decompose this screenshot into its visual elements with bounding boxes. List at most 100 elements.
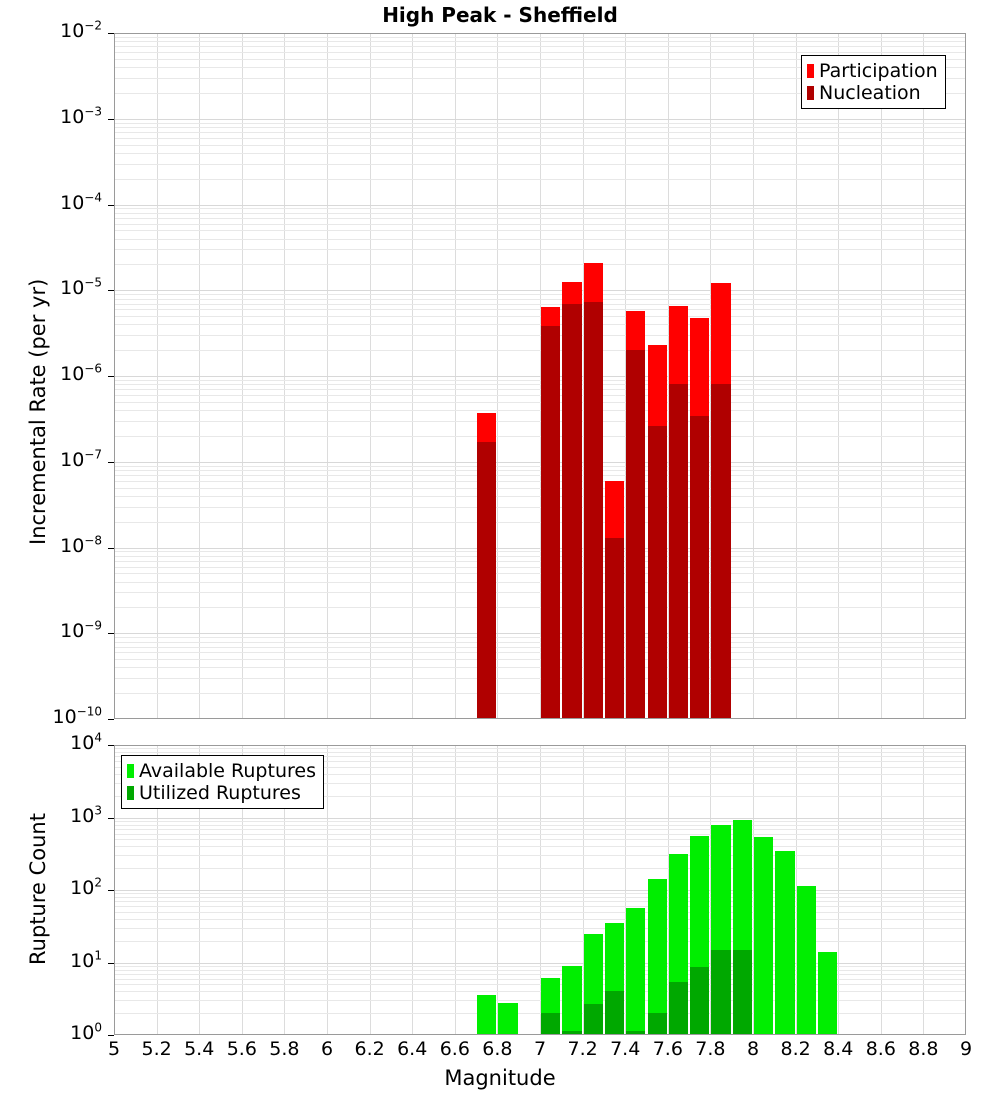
gridline-horizontal bbox=[115, 309, 965, 310]
gridline-horizontal bbox=[115, 213, 965, 214]
y-tick-label: 10−5 bbox=[0, 279, 108, 298]
gridline-horizontal bbox=[115, 224, 965, 225]
legend-item-available-ruptures[interactable]: Available Ruptures bbox=[127, 760, 316, 782]
gridline-horizontal bbox=[115, 745, 965, 746]
y-tick-mark bbox=[108, 376, 114, 377]
gridline-horizontal bbox=[115, 507, 965, 508]
legend-item-nucleation[interactable]: Nucleation bbox=[807, 82, 938, 104]
gridline-horizontal bbox=[115, 928, 965, 929]
gridline-horizontal bbox=[115, 573, 965, 574]
available-ruptures-bar bbox=[797, 886, 816, 1035]
gridline-horizontal bbox=[115, 855, 965, 856]
gridline-horizontal bbox=[115, 890, 965, 891]
gridline-horizontal bbox=[115, 335, 965, 336]
gridline-horizontal bbox=[115, 316, 965, 317]
gridline-horizontal bbox=[115, 230, 965, 231]
x-axis-title: Magnitude bbox=[0, 1066, 1000, 1090]
gridline-horizontal bbox=[115, 1000, 965, 1001]
gridline-horizontal bbox=[115, 991, 965, 992]
y-tick-label: 10−10 bbox=[0, 708, 108, 727]
gridline-horizontal bbox=[115, 481, 965, 482]
gridline-horizontal bbox=[115, 693, 965, 694]
nucleation-swatch bbox=[807, 86, 814, 100]
gridline-horizontal bbox=[115, 304, 965, 305]
gridline-horizontal bbox=[115, 818, 965, 819]
available-ruptures-bar bbox=[754, 837, 773, 1035]
gridline-horizontal bbox=[115, 123, 965, 124]
gridline-horizontal bbox=[115, 633, 965, 634]
utilized-ruptures-bar bbox=[648, 1013, 667, 1035]
gridline-horizontal bbox=[115, 963, 965, 964]
utilized-ruptures-bar bbox=[733, 950, 752, 1035]
gridline-horizontal bbox=[115, 488, 965, 489]
utilized-ruptures-bar bbox=[711, 950, 730, 1035]
y-tick-mark bbox=[108, 548, 114, 549]
gridline-horizontal bbox=[115, 324, 965, 325]
gridline-horizontal bbox=[115, 652, 965, 653]
gridline-horizontal bbox=[115, 290, 965, 291]
nucleation-bar bbox=[711, 384, 730, 719]
legend-label-nucleation: Nucleation bbox=[819, 84, 921, 103]
y-tick-mark bbox=[108, 290, 114, 291]
available-ruptures-bar bbox=[626, 908, 645, 1035]
gridline-horizontal bbox=[115, 41, 965, 42]
gridline-horizontal bbox=[115, 475, 965, 476]
available-ruptures-bar bbox=[498, 1003, 517, 1035]
gridline-horizontal bbox=[115, 389, 965, 390]
gridline-horizontal bbox=[115, 868, 965, 869]
gridline-horizontal bbox=[115, 607, 965, 608]
y-tick-mark bbox=[108, 119, 114, 120]
y-tick-mark bbox=[108, 205, 114, 206]
legend-label-utilized-ruptures: Utilized Ruptures bbox=[139, 784, 301, 803]
gridline-horizontal bbox=[115, 496, 965, 497]
y-tick-mark bbox=[108, 818, 114, 819]
top-y-axis-title: Incremental Rate (per yr) bbox=[26, 279, 50, 545]
gridline-horizontal bbox=[115, 678, 965, 679]
nucleation-bar bbox=[669, 384, 688, 719]
incremental-rate-plot bbox=[114, 33, 966, 719]
gridline-horizontal bbox=[115, 46, 965, 47]
y-tick-mark bbox=[108, 719, 114, 720]
gridline-horizontal bbox=[115, 395, 965, 396]
gridline-horizontal bbox=[115, 561, 965, 562]
y-tick-label: 101 bbox=[0, 952, 108, 971]
gridline-horizontal bbox=[115, 970, 965, 971]
nucleation-bar bbox=[477, 442, 496, 719]
gridline-horizontal bbox=[115, 906, 965, 907]
gridline-horizontal bbox=[115, 208, 965, 209]
gridline-horizontal bbox=[115, 912, 965, 913]
gridline-horizontal bbox=[115, 966, 965, 967]
gridline-horizontal bbox=[115, 839, 965, 840]
gridline-horizontal bbox=[115, 249, 965, 250]
top-legend: Participation Nucleation bbox=[801, 55, 946, 109]
gridline-horizontal bbox=[115, 138, 965, 139]
y-tick-label: 103 bbox=[0, 807, 108, 826]
utilized-ruptures-bar bbox=[584, 1004, 603, 1035]
gridline-horizontal bbox=[115, 264, 965, 265]
gridline-horizontal bbox=[115, 205, 965, 206]
y-tick-mark bbox=[108, 633, 114, 634]
gridline-horizontal bbox=[115, 567, 965, 568]
bottom-legend: Available Ruptures Utilized Ruptures bbox=[121, 755, 324, 809]
nucleation-bar bbox=[648, 426, 667, 719]
nucleation-bar bbox=[626, 350, 645, 719]
y-tick-mark bbox=[108, 1035, 114, 1036]
utilized-ruptures-bar bbox=[626, 1031, 645, 1035]
gridline-horizontal bbox=[115, 642, 965, 643]
y-tick-mark bbox=[108, 890, 114, 891]
gridline-horizontal bbox=[115, 667, 965, 668]
utilized-ruptures-swatch bbox=[127, 786, 134, 800]
page-title: High Peak - Sheffield bbox=[0, 3, 1000, 27]
gridline-horizontal bbox=[115, 376, 965, 377]
gridline-horizontal bbox=[115, 659, 965, 660]
gridline-horizontal bbox=[115, 748, 965, 749]
gridline-horizontal bbox=[115, 647, 965, 648]
utilized-ruptures-bar bbox=[669, 982, 688, 1035]
gridline-horizontal bbox=[115, 919, 965, 920]
gridline-horizontal bbox=[115, 33, 965, 34]
utilized-ruptures-bar bbox=[562, 1031, 581, 1035]
legend-item-utilized-ruptures[interactable]: Utilized Ruptures bbox=[127, 782, 316, 804]
gridline-horizontal bbox=[115, 145, 965, 146]
gridline-horizontal bbox=[115, 979, 965, 980]
legend-item-participation[interactable]: Participation bbox=[807, 60, 938, 82]
